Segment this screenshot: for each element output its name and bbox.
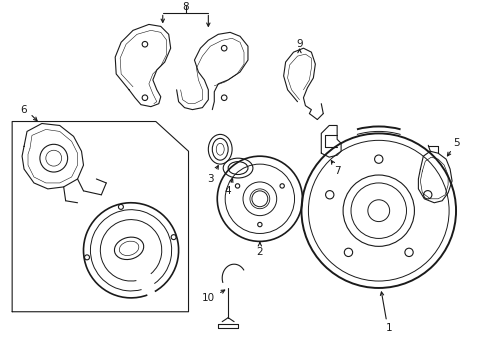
Text: 10: 10	[202, 293, 214, 303]
Text: 2: 2	[256, 247, 263, 257]
Text: 3: 3	[206, 174, 213, 184]
Text: 9: 9	[296, 39, 302, 49]
Text: 6: 6	[20, 105, 27, 114]
Text: 1: 1	[385, 323, 391, 333]
Text: 4: 4	[224, 186, 231, 196]
Text: 8: 8	[182, 1, 188, 12]
Text: 7: 7	[333, 166, 340, 176]
Text: 5: 5	[452, 138, 458, 148]
